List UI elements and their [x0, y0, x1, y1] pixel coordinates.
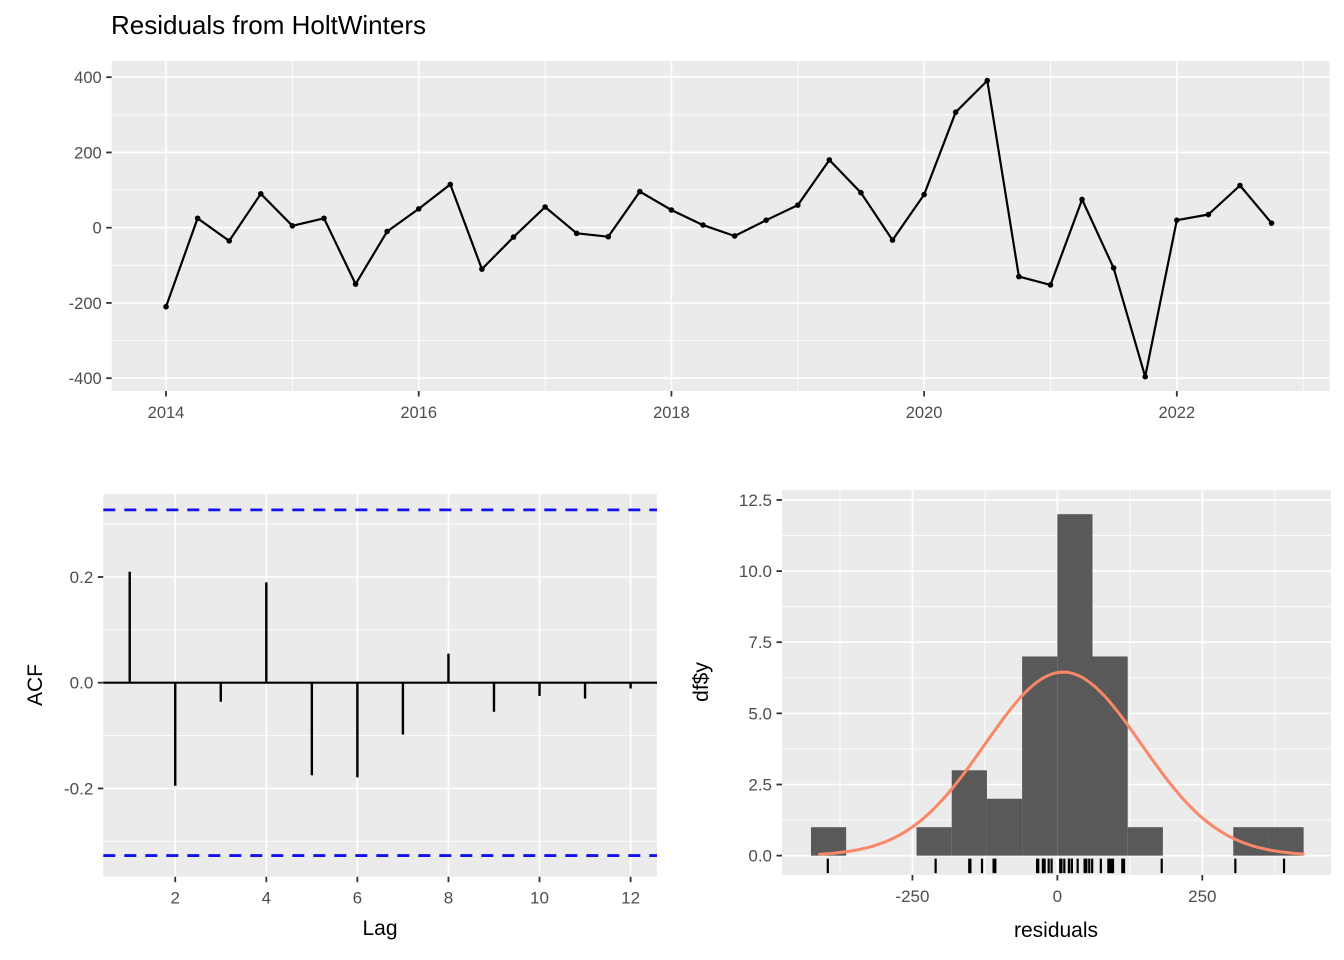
x-tick-label: 12 — [621, 889, 640, 908]
hist-bar — [1057, 514, 1093, 856]
y-tick-label: 5.0 — [748, 704, 772, 723]
data-point — [826, 157, 833, 163]
y-tick-label: 0.0 — [70, 674, 94, 693]
hist-bar — [986, 798, 1023, 856]
data-point — [510, 234, 517, 240]
data-point — [1268, 220, 1275, 226]
hist-bar — [951, 770, 987, 856]
data-point — [1205, 211, 1212, 218]
data-point — [321, 215, 327, 222]
data-point — [289, 223, 296, 229]
y-tick-label: 10.0 — [739, 562, 772, 581]
data-point — [415, 206, 422, 212]
data-point — [226, 238, 233, 244]
data-point — [794, 202, 801, 208]
data-point — [921, 191, 927, 198]
data-point — [858, 189, 864, 196]
data-point — [479, 266, 485, 272]
data-point — [605, 233, 612, 240]
data-point — [573, 230, 580, 237]
x-tick-label: 2018 — [653, 404, 690, 422]
data-point — [1079, 196, 1085, 203]
y-tick-label: -0.2 — [64, 779, 93, 798]
hist-bar — [1022, 656, 1058, 856]
data-point — [163, 303, 169, 310]
y-tick-label: 2.5 — [748, 776, 772, 795]
y-tick-label: 0.2 — [70, 568, 94, 587]
data-point — [1110, 265, 1117, 271]
x-tick-label: 6 — [353, 889, 362, 908]
y-tick-label: 400 — [74, 69, 102, 87]
data-point — [889, 237, 896, 243]
y-tick-label: -400 — [69, 370, 102, 388]
acf-panel-bg — [103, 494, 658, 877]
hist-bar — [810, 827, 847, 856]
y-tick-label: 200 — [74, 144, 102, 162]
series-line — [164, 79, 1273, 378]
data-point — [1016, 273, 1022, 280]
acf-y-axis-title: ACF — [24, 664, 47, 706]
x-tick-label: 2016 — [400, 404, 437, 422]
x-tick-label: 4 — [262, 889, 271, 908]
residuals-series-panel-bg — [111, 61, 1330, 391]
x-tick-label: 8 — [444, 889, 453, 908]
x-tick-label: -250 — [895, 887, 929, 906]
x-tick-label: 2022 — [1158, 404, 1195, 422]
y-tick-label: 0 — [93, 220, 102, 238]
data-point — [952, 109, 959, 115]
data-point — [194, 215, 201, 222]
y-tick-label: 12.5 — [739, 491, 772, 510]
data-point — [984, 77, 991, 84]
x-tick-label: 2020 — [906, 404, 943, 422]
data-point — [447, 181, 454, 188]
x-tick-label: 2014 — [148, 404, 185, 422]
hist-bar — [1092, 656, 1128, 856]
plot-title: Residuals from HoltWinters — [111, 10, 426, 40]
data-point — [352, 281, 359, 287]
hist-bar — [916, 827, 952, 856]
data-point — [1237, 182, 1243, 189]
x-tick-label: 10 — [530, 889, 549, 908]
hist-y-axis-title: df$y — [690, 662, 713, 702]
data-point — [542, 204, 548, 210]
y-tick-label: 0.0 — [748, 847, 772, 866]
data-point — [1142, 373, 1149, 380]
acf-plot: 2 4 6 8 10 12 -0.2 0.0 0.2 — [64, 494, 658, 908]
data-point — [1174, 217, 1180, 223]
acf-x-axis-title: Lag — [362, 917, 398, 940]
data-point — [257, 191, 264, 197]
data-point — [763, 217, 769, 223]
residuals-series-plot: 2014 2016 2018 2020 2022 -400 -200 0 200 400 — [69, 61, 1330, 422]
hist-bar — [1127, 827, 1163, 856]
normal-curve — [818, 670, 1305, 856]
data-point — [637, 188, 643, 195]
y-tick-label: 7.5 — [748, 633, 772, 652]
y-tick-label: -200 — [69, 295, 102, 313]
hist-x-axis-title: residuals — [1013, 919, 1099, 942]
data-point — [384, 228, 390, 235]
x-tick-label: 0 — [1053, 887, 1062, 906]
data-point — [668, 207, 675, 213]
data-point — [1047, 282, 1054, 288]
residuals-histogram-plot: -250 0 250 0.0 2.5 5.0 7.5 10.0 12.5 — [739, 490, 1331, 906]
data-point — [700, 222, 706, 228]
x-tick-label: 250 — [1188, 887, 1216, 906]
data-point — [731, 233, 738, 239]
x-tick-label: 2 — [171, 889, 180, 908]
